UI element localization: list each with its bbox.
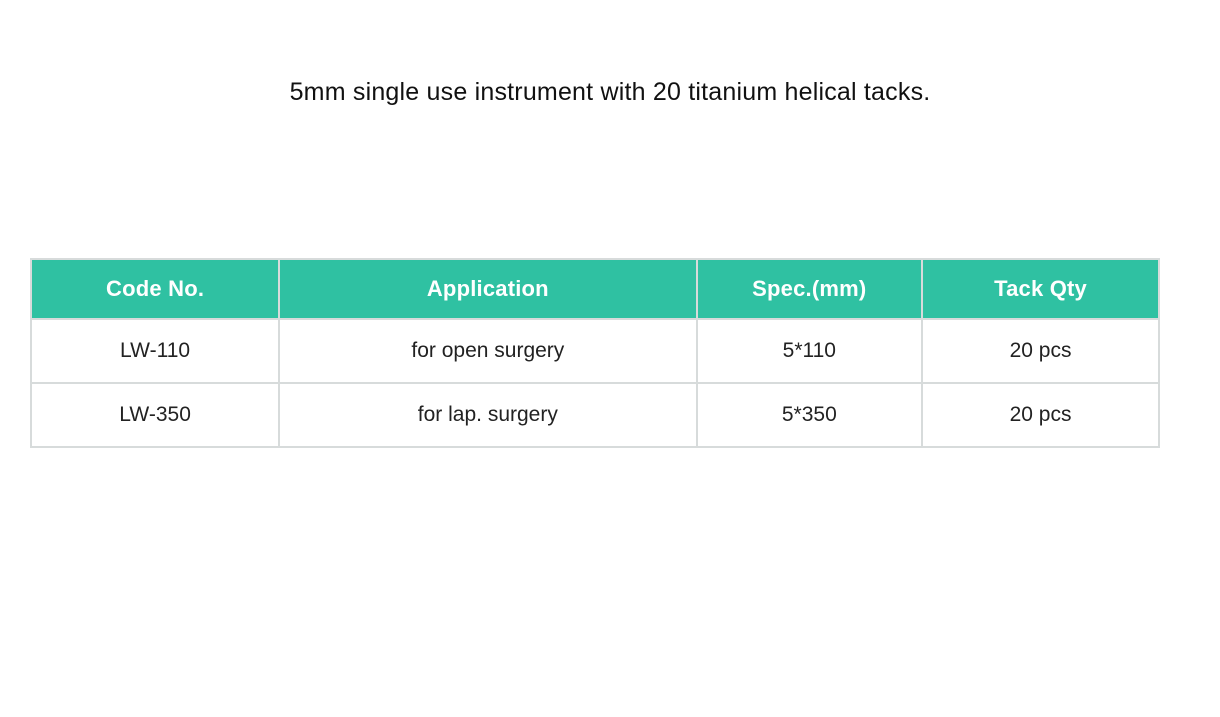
page-title: 5mm single use instrument with 20 titani… — [0, 78, 1220, 107]
cell-code: LW-350 — [31, 383, 279, 447]
cell-spec: 5*350 — [697, 383, 923, 447]
th-application: Application — [279, 259, 696, 319]
cell-application: for open surgery — [279, 319, 696, 383]
cell-qty: 20 pcs — [922, 319, 1159, 383]
th-code: Code No. — [31, 259, 279, 319]
cell-application: for lap. surgery — [279, 383, 696, 447]
page: 5mm single use instrument with 20 titani… — [0, 0, 1220, 717]
table-header-row: Code No. Application Spec.(mm) Tack Qty — [31, 259, 1159, 319]
cell-code: LW-110 — [31, 319, 279, 383]
th-qty: Tack Qty — [922, 259, 1159, 319]
spec-table-wrap: Code No. Application Spec.(mm) Tack Qty … — [30, 258, 1160, 448]
table-body: LW-110 for open surgery 5*110 20 pcs LW-… — [31, 319, 1159, 447]
cell-spec: 5*110 — [697, 319, 923, 383]
table-head: Code No. Application Spec.(mm) Tack Qty — [31, 259, 1159, 319]
th-spec: Spec.(mm) — [697, 259, 923, 319]
spec-table: Code No. Application Spec.(mm) Tack Qty … — [30, 258, 1160, 448]
cell-qty: 20 pcs — [922, 383, 1159, 447]
table-row: LW-350 for lap. surgery 5*350 20 pcs — [31, 383, 1159, 447]
table-row: LW-110 for open surgery 5*110 20 pcs — [31, 319, 1159, 383]
